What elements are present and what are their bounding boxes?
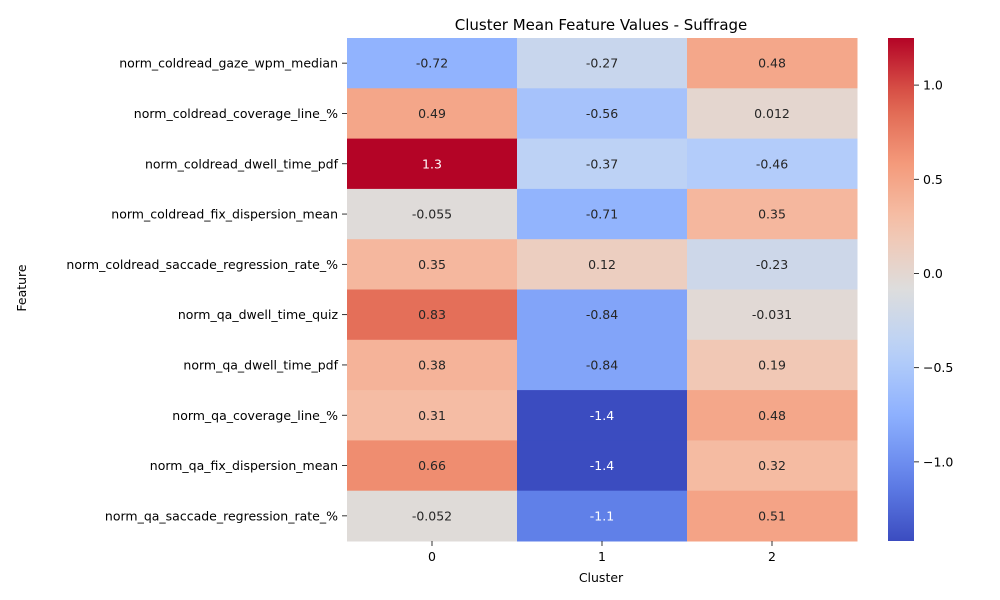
heatmap-cell — [687, 88, 858, 140]
cell-value-label: 0.38 — [418, 357, 446, 372]
y-axis-label: Feature — [14, 264, 29, 312]
heatmap-cell — [347, 490, 518, 542]
cell-value-label: 0.49 — [418, 106, 446, 121]
cell-value-label: -0.71 — [586, 207, 618, 222]
y-tick-label: norm_qa_dwell_time_pdf — [183, 357, 338, 372]
cell-value-label: 0.51 — [758, 508, 786, 523]
y-tick-label: norm_coldread_fix_dispersion_mean — [111, 207, 338, 222]
heatmap-cell — [687, 390, 858, 441]
heatmap-cell — [517, 188, 688, 240]
heatmap-cell — [517, 289, 688, 341]
heatmap-cells: -0.72 -0.27 0.48 0.49 -0.56 0.012 1.3 -0.37 -0.4… — [347, 38, 858, 542]
heatmap-cell — [687, 239, 858, 290]
heatmap-cell — [517, 239, 688, 290]
colorbar-gradient — [888, 38, 914, 541]
cell-value-label: -0.46 — [756, 156, 788, 171]
cell-value-label: -0.052 — [412, 508, 452, 523]
heatmap-cell — [687, 440, 858, 492]
colorbar: 1.0 0.5 0.0 −0.5 −1.0 — [888, 38, 953, 541]
y-tick-label: norm_coldread_gaze_wpm_median — [119, 56, 338, 71]
heatmap-cell — [517, 440, 688, 492]
x-tick-label: 1 — [598, 549, 606, 564]
cell-value-label: 0.12 — [588, 257, 616, 272]
heatmap-cell — [687, 138, 858, 190]
heatmap-cell — [517, 490, 688, 542]
cell-value-label: 0.35 — [418, 257, 446, 272]
x-tick-labels: 0 1 2 — [428, 541, 776, 564]
cell-value-label: -0.84 — [586, 357, 618, 372]
heatmap-cell — [517, 88, 688, 140]
y-tick-label: norm_qa_fix_dispersion_mean — [150, 458, 338, 473]
cell-value-label: 0.66 — [418, 458, 446, 473]
heatmap-cell — [347, 390, 518, 441]
heatmap-cell — [687, 490, 858, 542]
colorbar-tick-label: −0.5 — [923, 360, 953, 375]
heatmap-cell — [347, 440, 518, 492]
colorbar-tick-label: −1.0 — [923, 454, 953, 469]
heatmap-cell — [347, 239, 518, 290]
heatmap-cell — [687, 38, 858, 89]
cell-value-label: -0.56 — [586, 106, 618, 121]
chart-title: Cluster Mean Feature Values - Suffrage — [455, 16, 748, 34]
cell-value-label: -1.4 — [590, 458, 614, 473]
cell-value-label: -0.031 — [752, 307, 792, 322]
heatmap-cell — [347, 188, 518, 240]
heatmap-cell — [517, 339, 688, 391]
cell-value-label: -0.37 — [586, 156, 618, 171]
heatmap-cell — [687, 339, 858, 391]
cell-value-label: -1.4 — [590, 408, 614, 423]
x-axis-label: Cluster — [579, 570, 624, 585]
colorbar-tick-label: 0.5 — [923, 172, 943, 187]
y-tick-label: norm_qa_dwell_time_quiz — [178, 307, 339, 322]
cell-value-label: 0.48 — [758, 408, 786, 423]
cell-value-label: 0.19 — [758, 357, 786, 372]
cell-value-label: -0.72 — [416, 56, 448, 71]
cell-value-label: 0.35 — [758, 207, 786, 222]
cell-value-label: 0.32 — [758, 458, 786, 473]
heatmap-cell — [347, 339, 518, 391]
x-tick-label: 2 — [768, 549, 776, 564]
heatmap-cell — [517, 138, 688, 190]
y-tick-label: norm_coldread_dwell_time_pdf — [145, 156, 339, 171]
heatmap-cell — [517, 38, 688, 89]
colorbar-tick-label: 0.0 — [923, 266, 943, 281]
cell-value-label: -0.84 — [586, 307, 618, 322]
cell-value-label: -0.27 — [586, 56, 618, 71]
colorbar-tick-label: 1.0 — [923, 78, 943, 93]
cell-value-label: -1.1 — [590, 508, 614, 523]
heatmap-cell — [687, 188, 858, 240]
heatmap-cell — [347, 138, 518, 190]
cell-value-label: 1.3 — [422, 156, 442, 171]
heatmap-cell — [687, 289, 858, 341]
y-tick-label: norm_qa_saccade_regression_rate_% — [105, 508, 338, 523]
cell-value-label: 0.31 — [418, 408, 446, 423]
heatmap-cell — [347, 38, 518, 89]
heatmap-cell — [347, 289, 518, 341]
y-tick-label: norm_qa_coverage_line_% — [172, 408, 338, 423]
cell-value-label: -0.23 — [756, 257, 788, 272]
heatmap-cell — [517, 390, 688, 441]
cell-value-label: 0.83 — [418, 307, 446, 322]
y-tick-label: norm_coldread_coverage_line_% — [134, 106, 338, 121]
cell-value-label: 0.012 — [754, 106, 790, 121]
heatmap-cell — [347, 88, 518, 140]
x-tick-label: 0 — [428, 549, 436, 564]
cell-value-label: 0.48 — [758, 56, 786, 71]
cell-value-label: -0.055 — [412, 207, 452, 222]
y-tick-label: norm_coldread_saccade_regression_rate_% — [66, 257, 338, 272]
y-tick-labels: norm_coldread_gaze_wpm_median norm_coldre… — [66, 56, 347, 523]
